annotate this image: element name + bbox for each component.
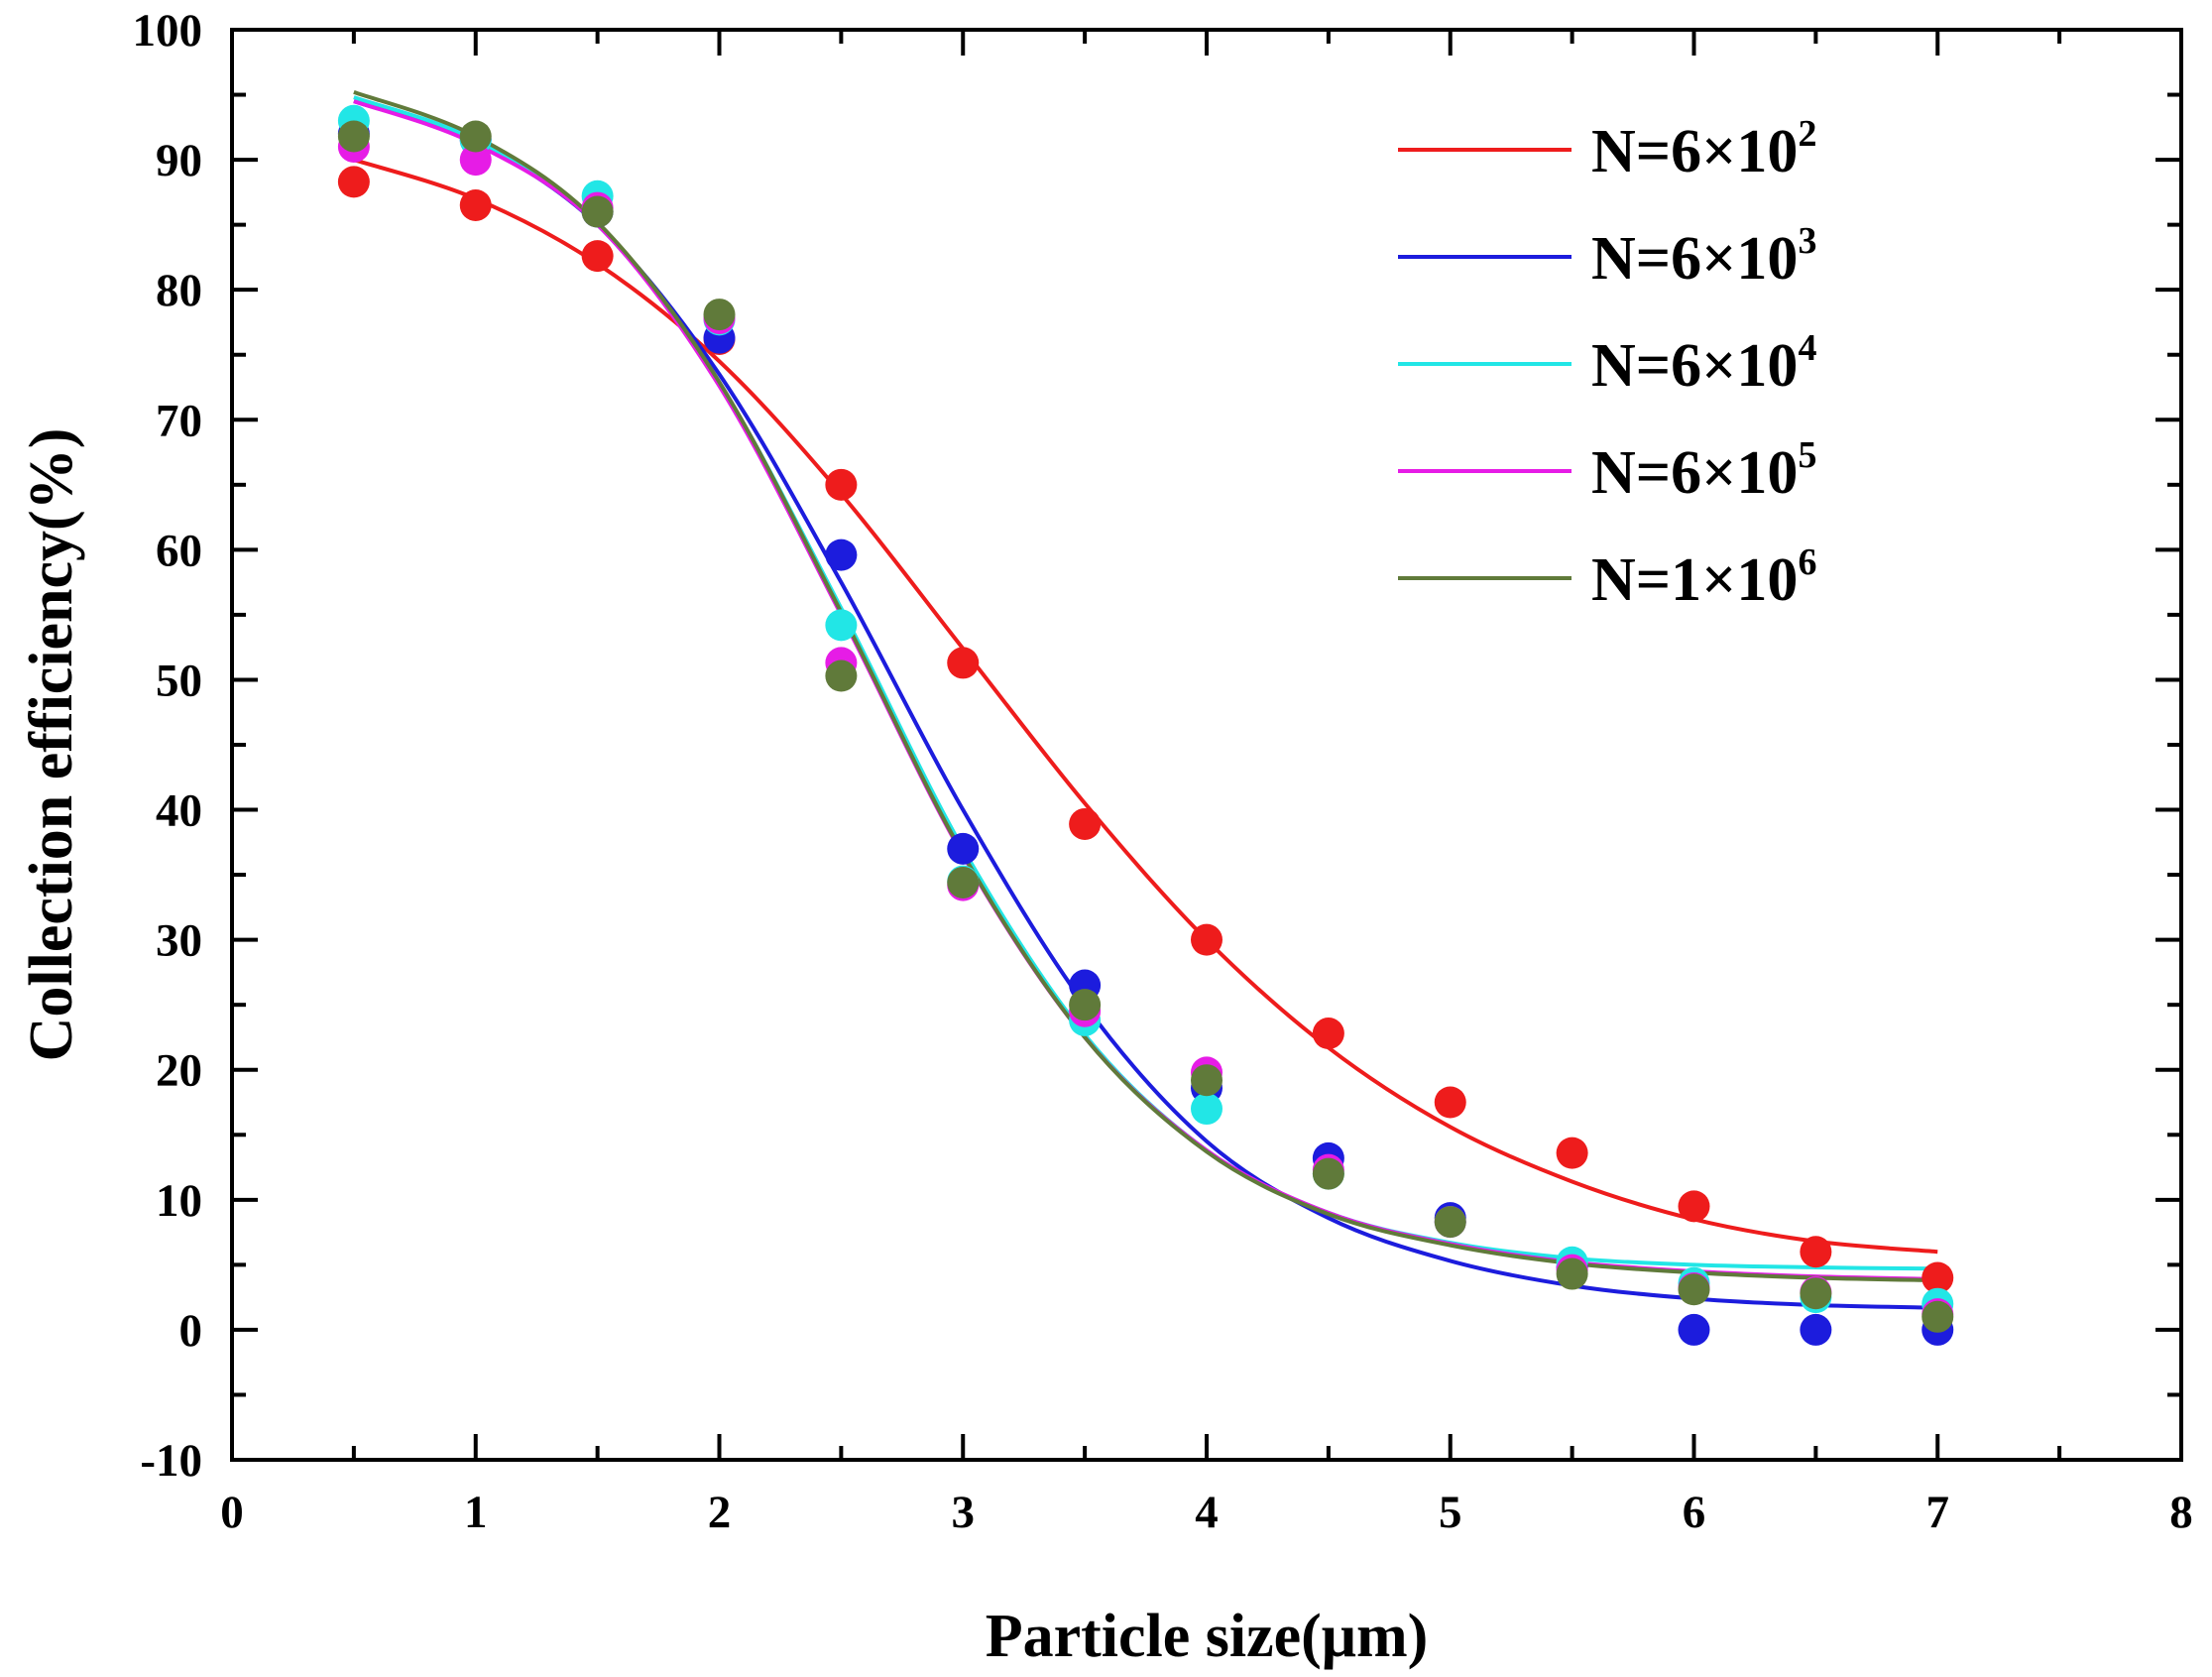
- legend-label-2: N=6×103: [1591, 220, 1816, 293]
- x-axis-title: Particle size(μm): [986, 1603, 1429, 1670]
- data-point-series-1: [459, 188, 492, 221]
- plot-frame: [230, 28, 2183, 1462]
- data-point-series-5: [825, 659, 858, 692]
- legend-label-exponent: 2: [1798, 113, 1816, 155]
- legend-label-base: N=1×10: [1591, 546, 1798, 614]
- x-tick-label: 3: [952, 1487, 976, 1538]
- data-point-series-1: [337, 166, 370, 198]
- data-point-series-1: [1069, 807, 1102, 840]
- y-tick-label: 60: [156, 525, 202, 576]
- x-tick-label: 1: [464, 1487, 488, 1538]
- data-points: [337, 104, 1954, 1346]
- data-point-series-2: [1800, 1313, 1832, 1346]
- legend-label-exponent: 4: [1798, 327, 1816, 369]
- data-point-series-1: [1434, 1086, 1466, 1119]
- data-point-series-5: [459, 120, 492, 153]
- legend-label-base: N=6×10: [1591, 332, 1798, 400]
- y-tick-label: 80: [156, 265, 202, 316]
- x-tick-label: 5: [1439, 1487, 1462, 1538]
- legend-label-base: N=6×10: [1591, 225, 1798, 293]
- data-point-series-1: [581, 240, 614, 273]
- data-point-series-5: [1678, 1273, 1710, 1306]
- axis-ticks: [230, 28, 2183, 1462]
- data-point-series-1: [1678, 1190, 1710, 1223]
- x-tick-label: 2: [708, 1487, 732, 1538]
- data-point-series-2: [1678, 1313, 1710, 1346]
- legend-label-5: N=1×106: [1591, 541, 1816, 614]
- data-point-series-5: [581, 195, 614, 228]
- data-point-series-5: [703, 299, 736, 331]
- data-point-series-4: [459, 144, 492, 177]
- legend-label-exponent: 3: [1798, 220, 1816, 262]
- fit-line-series-5: [353, 90, 1938, 1283]
- data-point-series-5: [1312, 1157, 1344, 1190]
- data-point-series-5: [1800, 1277, 1832, 1310]
- y-tick-label: 70: [156, 395, 202, 446]
- data-point-series-5: [1069, 989, 1102, 1021]
- fit-line-series-1: [353, 158, 1938, 1255]
- data-point-series-2: [825, 539, 858, 571]
- legend-label-base: N=6×10: [1591, 118, 1798, 185]
- y-tick-label: 100: [133, 5, 203, 57]
- data-point-series-5: [1191, 1064, 1222, 1097]
- data-point-series-1: [1556, 1137, 1588, 1169]
- data-point-series-1: [1800, 1236, 1832, 1268]
- y-tick-label: 0: [179, 1305, 203, 1357]
- data-point-series-1: [1191, 923, 1222, 956]
- y-tick-label: 10: [156, 1175, 202, 1227]
- y-tick-label: 20: [156, 1045, 202, 1097]
- legend-label-4: N=6×105: [1591, 434, 1816, 507]
- data-point-series-1: [1921, 1261, 1954, 1294]
- legend-label-exponent: 6: [1798, 541, 1816, 583]
- data-point-series-5: [947, 866, 980, 898]
- legend-label-3: N=6×104: [1591, 327, 1816, 400]
- y-tick-label: 40: [156, 785, 202, 837]
- data-point-series-5: [1921, 1300, 1954, 1333]
- data-point-series-2: [947, 832, 980, 865]
- data-point-series-3: [1191, 1093, 1222, 1126]
- y-tick-label: 90: [156, 135, 202, 186]
- data-point-series-5: [1434, 1206, 1466, 1239]
- fit-lines: [353, 90, 1938, 1310]
- data-point-series-1: [1312, 1018, 1344, 1050]
- legend-label-exponent: 5: [1798, 434, 1816, 476]
- data-point-series-1: [947, 647, 980, 679]
- y-tick-label: 50: [156, 655, 202, 706]
- data-point-series-5: [1556, 1258, 1588, 1290]
- x-tick-label: 4: [1195, 1487, 1219, 1538]
- x-tick-label: 6: [1683, 1487, 1706, 1538]
- x-tick-label: 7: [1926, 1487, 1950, 1538]
- x-tick-label: 8: [2169, 1487, 2193, 1538]
- data-point-series-3: [825, 609, 858, 642]
- y-tick-label: -10: [140, 1435, 202, 1487]
- legend-label-base: N=6×10: [1591, 439, 1798, 507]
- x-tick-label: 0: [220, 1487, 244, 1538]
- tick-labels: 0 1 2 3 4 5 6 7 8 -10 0 10 20 30 40 50 60 70 80 90 100: [133, 5, 2193, 1538]
- y-tick-label: 30: [156, 915, 202, 967]
- legend-label-1: N=6×102: [1591, 113, 1816, 185]
- data-point-series-1: [825, 468, 858, 501]
- data-point-series-5: [337, 120, 370, 153]
- y-axis-title: Collection efficiency(%): [18, 428, 85, 1062]
